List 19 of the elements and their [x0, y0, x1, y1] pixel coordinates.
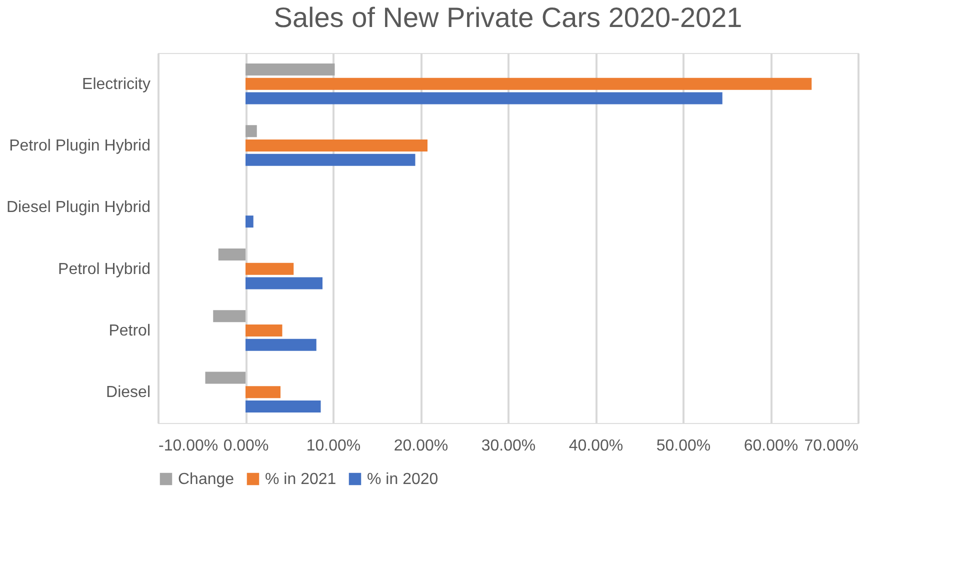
x-tick-label: 60.00%: [744, 438, 798, 454]
x-tick-label: -10.00%: [158, 438, 218, 454]
x-tick-label: 20.00%: [394, 438, 448, 454]
y-tick-label: Petrol: [108, 322, 150, 340]
y-tick-label: Electricity: [82, 76, 150, 93]
legend-label: % in 2020: [367, 471, 438, 488]
x-tick-label: 40.00%: [568, 438, 624, 454]
chart-title: Sales of New Private Cars 2020-2021: [274, 2, 742, 33]
y-tick-label: Diesel: [106, 384, 150, 402]
legend-label: % in 2021: [265, 471, 336, 488]
legend-label: Change: [178, 471, 234, 488]
x-tick-label: 70.00%: [804, 438, 858, 454]
x-tick-label: 50.00%: [656, 438, 711, 454]
x-tick-label: 10.00%: [306, 438, 361, 454]
y-tick-label: Petrol Plugin Hybrid: [9, 138, 150, 154]
x-tick-label: 0.00%: [223, 438, 269, 454]
x-tick-label: 30.00%: [481, 438, 536, 454]
y-tick-label: Petrol Hybrid: [58, 260, 150, 278]
y-tick-label: Diesel Plugin Hybrid: [6, 199, 150, 216]
